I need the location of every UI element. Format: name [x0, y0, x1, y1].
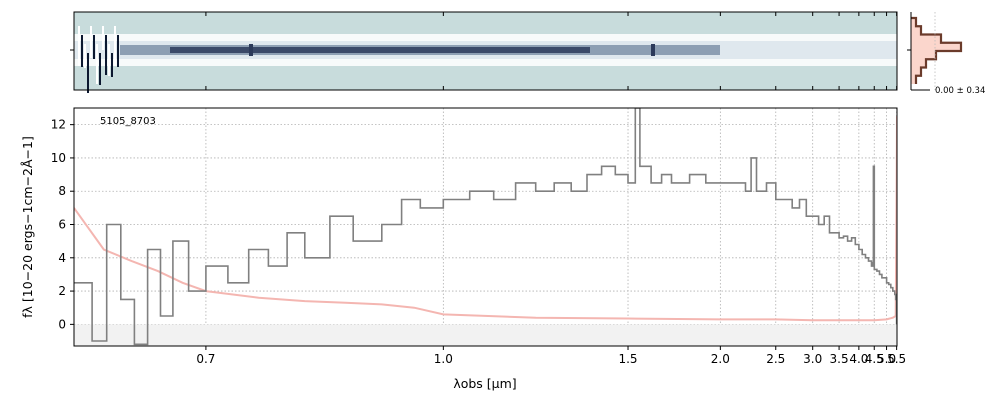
noise-column: [114, 26, 116, 66]
profile-label: 0.00 ± 0.34: [935, 86, 985, 96]
noise-column: [84, 44, 86, 68]
spectrum-2d-trace: [74, 26, 897, 93]
x-tick-label: 4.5: [865, 352, 884, 366]
x-tick-label: 1.5: [618, 352, 637, 366]
noise-column: [87, 53, 89, 93]
object-label: 5105_8703: [100, 116, 156, 127]
plot-frame: [73, 107, 898, 347]
trace-emission-line: [249, 44, 253, 56]
noise-column: [78, 26, 80, 66]
y-tick-label: 2: [58, 284, 66, 298]
x-tick-label: 0.7: [196, 352, 215, 366]
x-tick-label: 3.0: [803, 352, 822, 366]
profile-plot: [907, 12, 963, 90]
x-tick-label: 1.0: [434, 352, 453, 366]
noise-column: [99, 53, 101, 85]
profile-line: [911, 16, 963, 84]
spectrum-2d-panel: [70, 11, 898, 93]
profile-panel: 0.00 ± 0.34: [907, 12, 985, 96]
grid-lines: [74, 108, 898, 346]
y-tick-label: 0: [58, 317, 66, 331]
noise-column: [102, 26, 104, 50]
noise-column: [117, 35, 119, 67]
x-tick-label: 5.5: [887, 352, 906, 366]
spectrum-2d-frame: [73, 11, 898, 91]
noise-column: [96, 44, 98, 84]
x-tick-label: 2.5: [766, 352, 785, 366]
y-tick-label: 10: [51, 151, 66, 165]
y-tick-label: 8: [58, 184, 66, 198]
y-tick-label: 6: [58, 218, 66, 232]
y-tick-label: 4: [58, 251, 66, 265]
spectrum-series-line: [74, 108, 897, 346]
x-tick-label: 5.0: [877, 352, 896, 366]
y-axis-ticks: 0 2 4 6 8 10 12: [51, 118, 74, 331]
x-axis-label: λobs [μm]: [453, 376, 516, 391]
zero-band-fill: [74, 324, 897, 346]
error-series-line: [74, 116, 897, 322]
series-layer: [74, 108, 897, 346]
trace-emission-line: [651, 44, 655, 56]
x-tick-label: 3.5: [830, 352, 849, 366]
spectrum-2d-ticks: [70, 12, 898, 90]
noise-column: [111, 53, 113, 77]
noise-column: [105, 35, 107, 75]
noise-column: [93, 35, 95, 59]
x-tick-label: 2.0: [711, 352, 730, 366]
y-axis-label: fλ [10−20 ergs−1cm−2Å−1]: [20, 136, 35, 318]
x-tick-label: 4.0: [849, 352, 868, 366]
y-tick-label: 12: [51, 118, 66, 132]
zero-band: [74, 324, 897, 346]
noise-column: [90, 26, 92, 58]
trace-core: [170, 47, 590, 53]
noise-column: [81, 35, 83, 67]
spectrum-1d-panel: 0.7 1.0 1.5 2.0 2.5 3.0 3.5 4.04.55.05.5 0 2 4 6 8 1…: [20, 107, 906, 391]
x-axis-ticks: 0.7 1.0 1.5 2.0 2.5 3.0 3.5 4.04.55.05.5: [196, 346, 906, 366]
noise-column: [108, 44, 110, 76]
